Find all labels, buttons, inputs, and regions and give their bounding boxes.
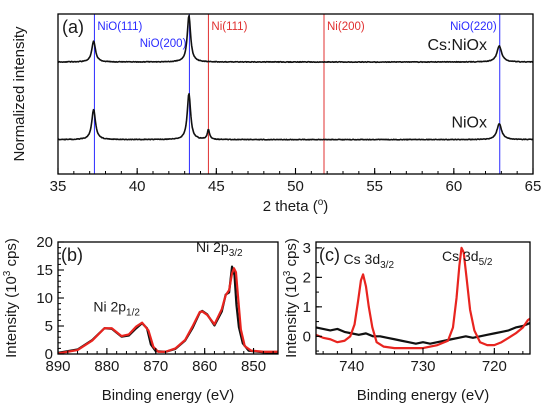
y-axis-title: Intensity (103 cps) <box>2 238 20 358</box>
peak-label-base: Ni 2p <box>93 298 126 314</box>
reference-line-label: NiO(200) <box>140 38 187 50</box>
series-label: NiOx <box>451 115 487 132</box>
y-axis-title-tail: cps) <box>283 238 300 271</box>
y-tick-label: 20 <box>36 234 53 251</box>
y-axis-title: Normalized intensity <box>11 26 28 162</box>
x-tick-label: 35 <box>50 178 67 195</box>
x-tick-label: 60 <box>445 178 462 195</box>
series-line <box>57 14 534 64</box>
peak-label-sub: 1/2 <box>126 307 140 318</box>
x-tick-label: 850 <box>241 358 266 375</box>
y-axis-title: Intensity (103 cps) <box>282 238 300 358</box>
x-tick-label: 50 <box>287 178 304 195</box>
series-line <box>57 265 279 354</box>
peak-label: Ni 2p3/2 <box>196 239 243 259</box>
series-line <box>57 92 534 141</box>
y-tick-label: 10 <box>36 290 53 307</box>
y-tick-label: 0 <box>303 328 311 345</box>
y-tick-label: 1 <box>303 299 311 316</box>
x-tick-label: 720 <box>482 358 507 375</box>
y-axis-title-sup: 3 <box>282 270 293 276</box>
reference-line-label: NiO(111) <box>97 21 142 33</box>
panel-a: NiO(111) NiO(200) Ni(111) Ni(200) NiO(220) Cs… <box>11 13 541 215</box>
x-tick-label: 730 <box>410 358 435 375</box>
reference-line-label: Ni(111) <box>211 21 247 33</box>
series-line <box>315 246 531 350</box>
plot-frame-b <box>57 241 279 355</box>
peak-label-base: Cs 3d <box>442 248 479 264</box>
peak-label: Cs 3d5/2 <box>442 248 493 268</box>
panel-label: (b) <box>61 245 83 265</box>
x-tick-label: 740 <box>339 358 364 375</box>
x-tick-label: 860 <box>192 358 217 375</box>
peak-label-sub: 5/2 <box>479 257 493 268</box>
peak-label-sub: 3/2 <box>229 248 243 259</box>
y-tick-label: 3 <box>303 240 311 257</box>
peak-label: Cs 3d3/2 <box>344 251 395 271</box>
y-axis-title-tail: cps) <box>3 238 20 271</box>
peak-label-base: Ni 2p <box>196 239 229 255</box>
x-tick-label: 65 <box>525 178 541 195</box>
y-axis-title-sup: 3 <box>2 270 13 276</box>
x-axis-title: Binding energy (eV) <box>357 387 490 404</box>
y-tick-label: 5 <box>45 318 53 335</box>
y-tick-label: 15 <box>36 262 53 279</box>
panel-label: (a) <box>62 17 84 37</box>
x-tick-label: 870 <box>143 358 168 375</box>
y-axis-title-main: Intensity (10 <box>283 276 300 358</box>
x-tick-label: 55 <box>366 178 383 195</box>
series-line <box>315 322 531 345</box>
x-axis-title: Binding energy (eV) <box>102 387 235 404</box>
panel-label: (c) <box>319 245 340 265</box>
peak-label: Ni 2p1/2 <box>93 298 140 318</box>
x-axis-title-sup: o <box>318 197 324 208</box>
x-tick-label: 890 <box>45 358 70 375</box>
x-tick-label: 40 <box>129 178 146 195</box>
reference-line-label: Ni(200) <box>327 21 365 33</box>
series-line <box>57 267 278 355</box>
x-tick-label: 45 <box>208 178 225 195</box>
series-label: Cs:NiOx <box>427 37 487 54</box>
x-tick-label: 880 <box>94 358 119 375</box>
y-tick-label: 0 <box>45 346 53 363</box>
x-axis-title: 2 theta (o) <box>263 197 329 215</box>
y-tick-label: 2 <box>303 269 311 286</box>
x-axis-title-main: 2 theta ( <box>263 198 318 215</box>
y-axis-title-main: Intensity (10 <box>3 276 20 358</box>
peak-label-base: Cs 3d <box>344 251 381 267</box>
reference-line-label: NiO(220) <box>450 21 497 33</box>
peak-label-sub: 3/2 <box>380 260 394 271</box>
x-axis-title-tail: ) <box>323 198 328 215</box>
